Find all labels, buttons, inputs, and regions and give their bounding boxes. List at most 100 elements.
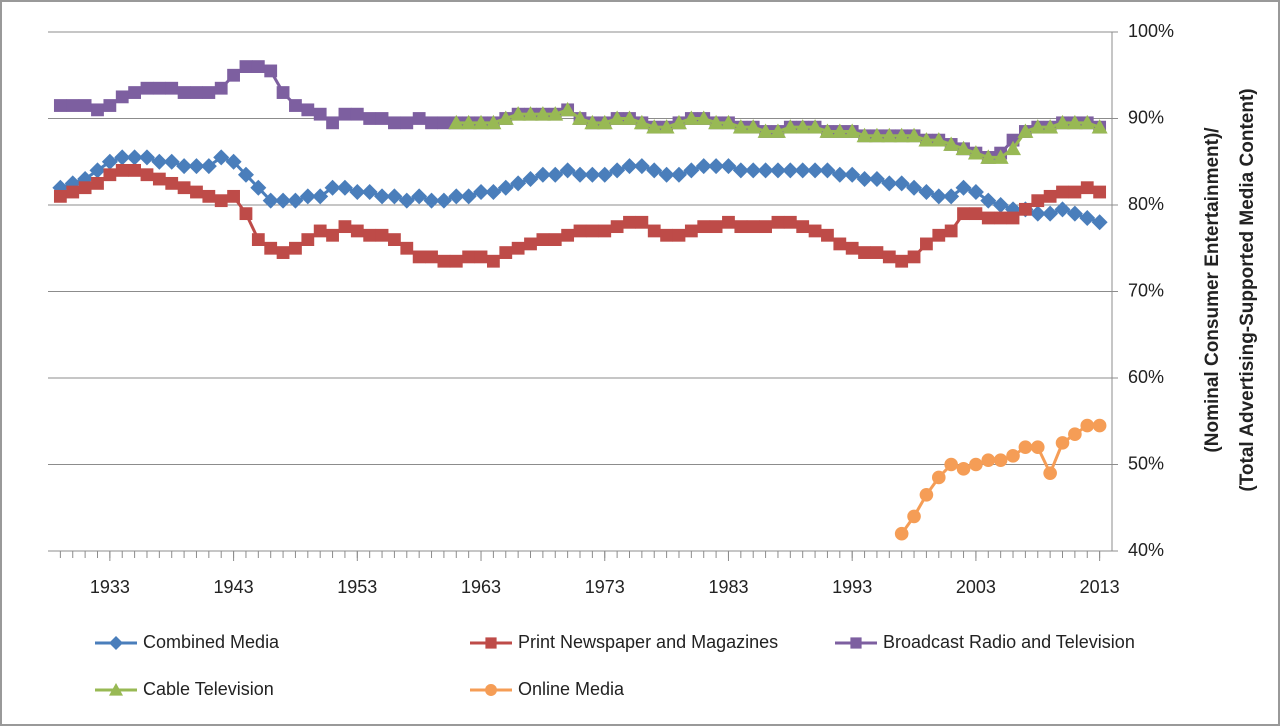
data-point xyxy=(561,228,575,242)
data-point xyxy=(363,228,377,242)
legend-label: Print Newspaper and Magazines xyxy=(518,632,778,652)
data-point xyxy=(165,176,179,190)
data-point xyxy=(448,114,465,130)
data-point xyxy=(53,99,67,112)
data-point xyxy=(126,149,143,166)
data-point xyxy=(1031,194,1045,208)
data-point xyxy=(101,153,118,170)
data-point xyxy=(920,237,933,251)
data-point xyxy=(89,162,106,179)
data-point xyxy=(474,250,488,264)
data-point xyxy=(239,207,253,221)
data-point xyxy=(251,60,265,73)
data-point xyxy=(769,162,786,179)
data-point xyxy=(225,153,242,170)
data-point xyxy=(91,103,104,117)
data-point xyxy=(881,127,898,143)
data-point xyxy=(398,192,415,209)
data-point xyxy=(188,158,205,175)
data-point xyxy=(312,188,329,205)
data-point xyxy=(672,228,686,242)
data-point xyxy=(388,116,401,130)
x-tick-label: 2003 xyxy=(956,577,996,597)
data-point xyxy=(250,179,267,196)
data-point xyxy=(425,250,438,264)
data-point xyxy=(794,119,811,134)
data-point xyxy=(821,228,834,242)
x-tick-label: 1983 xyxy=(708,577,748,597)
data-point xyxy=(412,112,426,125)
data-point xyxy=(633,158,650,175)
data-point xyxy=(350,224,364,238)
data-point xyxy=(152,81,166,95)
data-point xyxy=(449,254,463,268)
data-point xyxy=(757,162,774,179)
data-point xyxy=(1068,185,1082,199)
data-point xyxy=(932,228,946,242)
data-point xyxy=(844,166,861,183)
data-point xyxy=(918,132,935,147)
data-point xyxy=(658,166,675,183)
data-point xyxy=(831,166,848,183)
data-point xyxy=(1055,436,1070,450)
data-point xyxy=(202,189,216,203)
data-point xyxy=(138,149,155,166)
data-point xyxy=(621,110,638,125)
data-point xyxy=(670,114,687,130)
data-point xyxy=(151,153,168,170)
data-point xyxy=(534,106,551,121)
data-point xyxy=(967,145,984,160)
data-point xyxy=(460,114,477,130)
data-point xyxy=(782,162,799,179)
data-point xyxy=(511,241,525,255)
data-point xyxy=(708,114,725,130)
data-point xyxy=(103,99,117,112)
data-point xyxy=(955,179,972,196)
data-point xyxy=(967,184,984,201)
data-point xyxy=(460,188,477,205)
data-point xyxy=(114,149,131,166)
data-point xyxy=(559,101,576,117)
data-point xyxy=(536,233,550,246)
data-point xyxy=(363,112,377,125)
data-point xyxy=(264,241,278,255)
data-point xyxy=(918,184,935,201)
data-point xyxy=(287,192,304,209)
data-point xyxy=(326,116,339,130)
data-point xyxy=(994,211,1008,225)
data-point xyxy=(633,114,650,130)
data-point xyxy=(386,188,403,205)
data-point xyxy=(437,254,451,268)
data-point xyxy=(819,162,836,179)
data-point xyxy=(313,107,327,121)
data-point xyxy=(177,86,191,99)
data-point xyxy=(757,123,774,138)
data-point xyxy=(683,162,700,179)
data-point xyxy=(473,114,490,130)
y-tick-label: 90% xyxy=(1128,107,1164,127)
data-point xyxy=(895,254,909,268)
y-tick-label: 60% xyxy=(1128,367,1164,387)
data-point xyxy=(412,250,426,264)
data-point xyxy=(338,107,352,121)
data-point xyxy=(462,250,476,264)
data-point xyxy=(338,220,352,234)
data-point xyxy=(485,114,502,130)
data-point xyxy=(400,116,414,130)
data-point xyxy=(745,119,762,134)
data-point xyxy=(411,188,428,205)
data-point xyxy=(1043,189,1057,203)
data-point xyxy=(1029,205,1046,222)
data-point xyxy=(906,127,923,143)
data-point xyxy=(868,171,885,188)
data-point xyxy=(163,153,180,170)
data-point xyxy=(1080,418,1095,433)
legend-marker xyxy=(485,684,497,696)
data-point xyxy=(276,246,290,259)
y-tick-label: 100% xyxy=(1128,21,1174,41)
data-point xyxy=(882,250,896,264)
data-point xyxy=(1017,123,1034,138)
data-point xyxy=(807,162,824,179)
data-point xyxy=(336,179,353,196)
data-point xyxy=(91,176,104,190)
